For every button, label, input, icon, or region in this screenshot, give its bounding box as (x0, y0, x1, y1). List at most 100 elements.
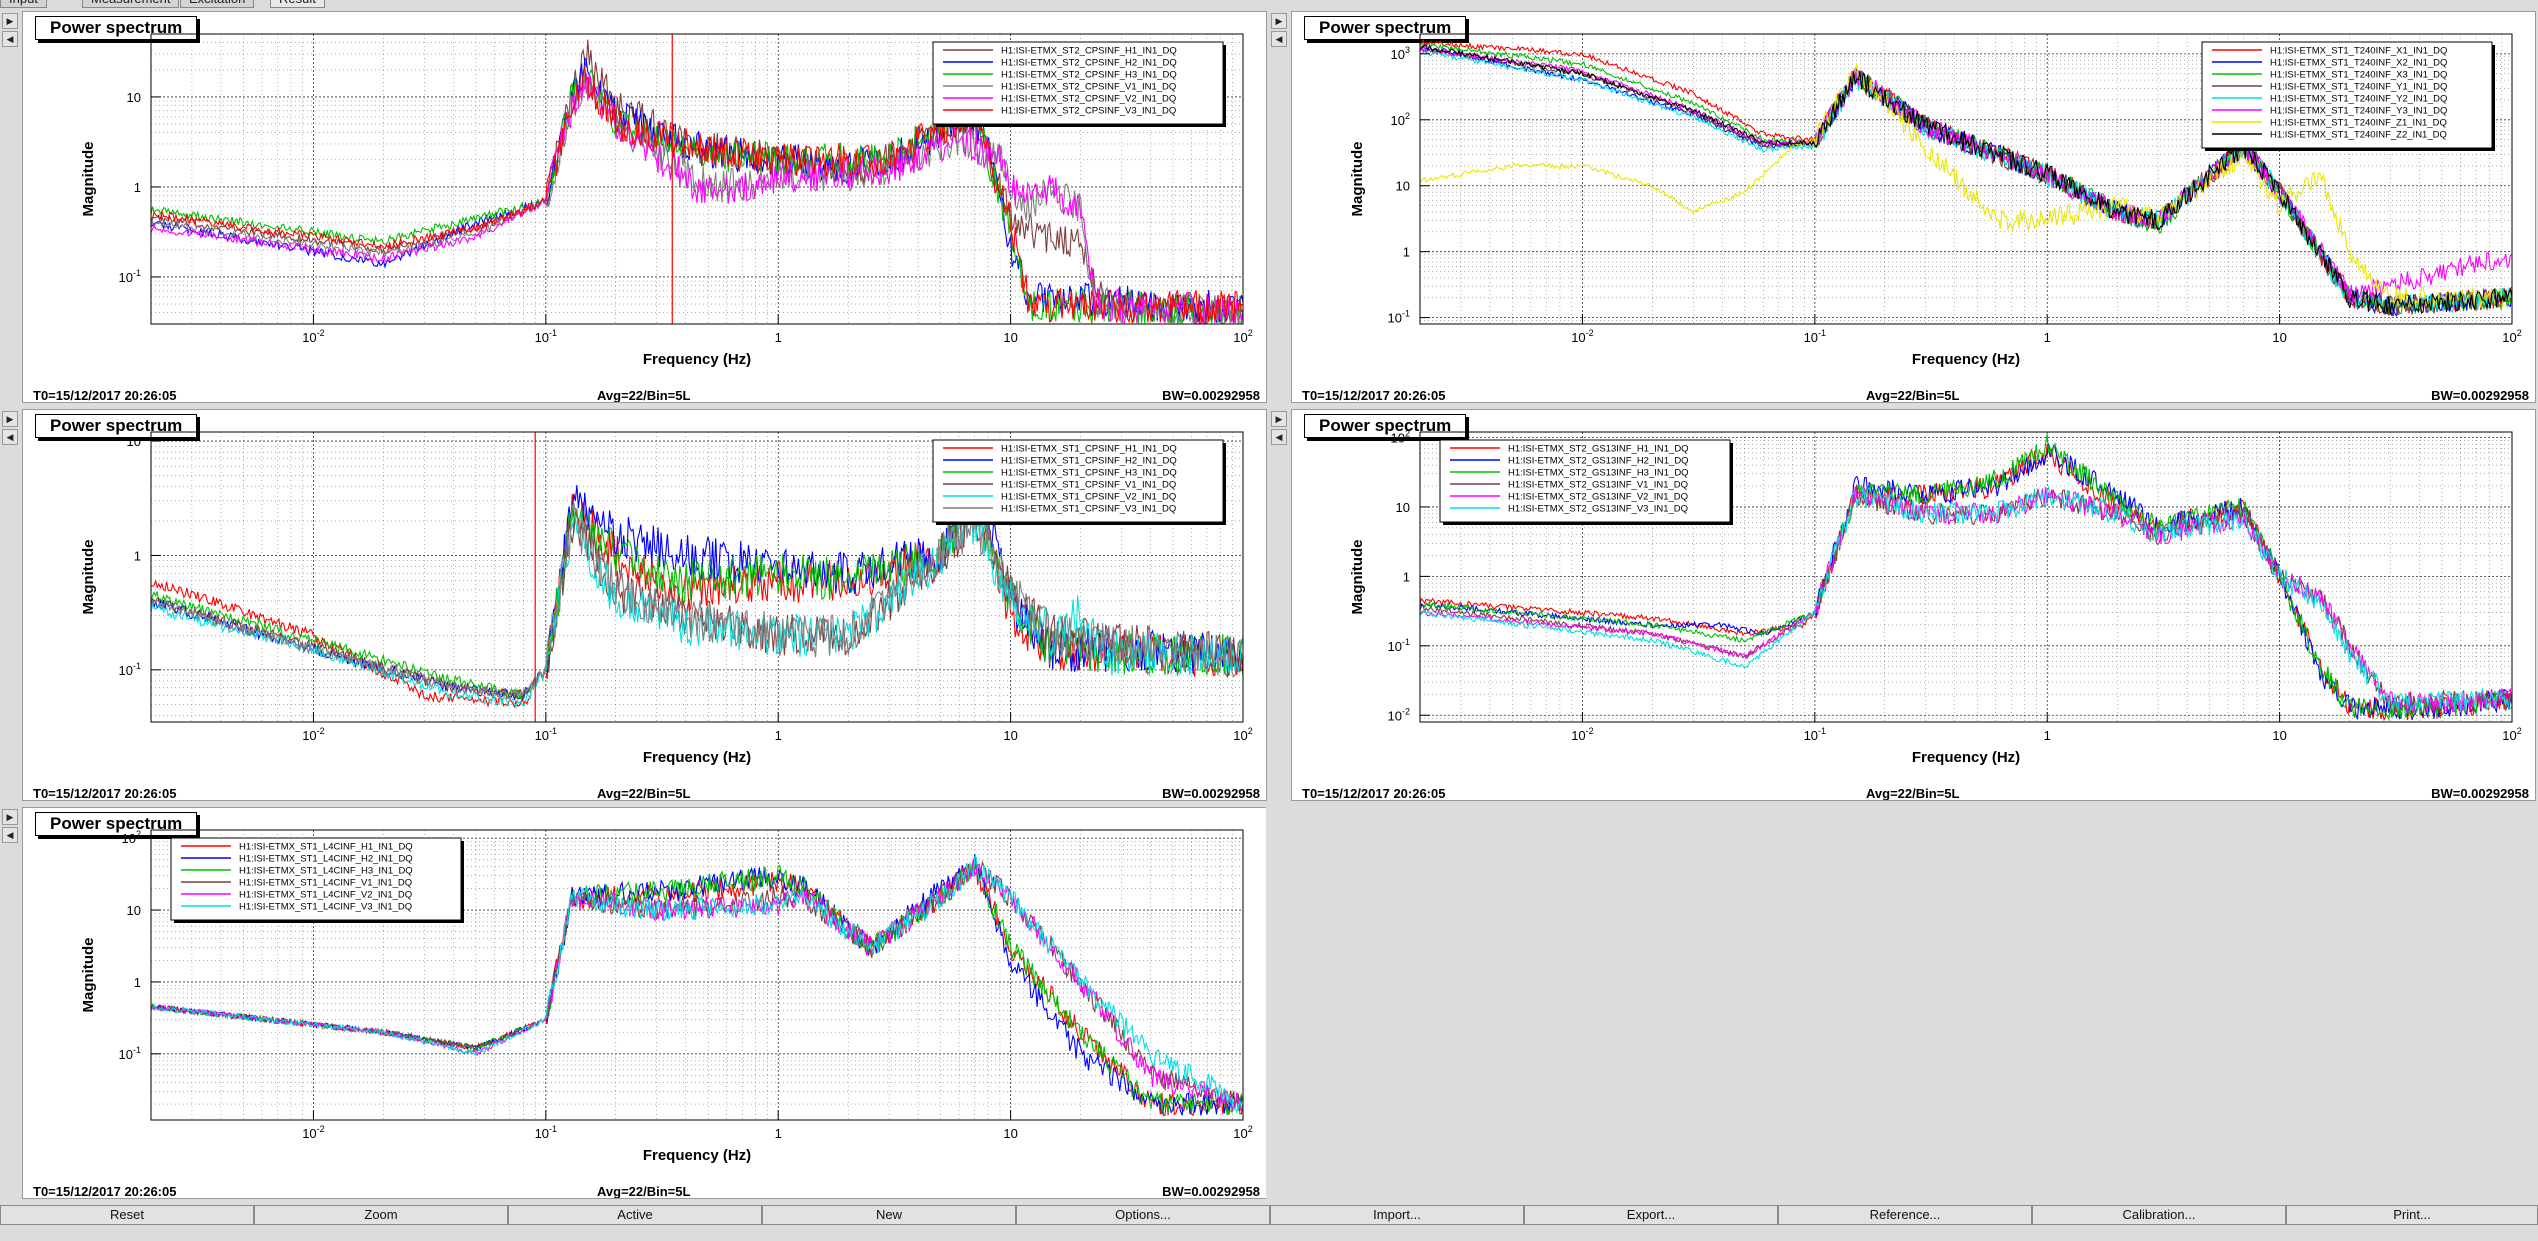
chart-plot[interactable]: 10-2 10-1 1 10 102 10-1 1 10 102 103 Frequency (Hz… (1292, 12, 2536, 403)
legend-entry: H1:ISI-ETMX_ST1_CPSINF_V1_IN1_DQ (1001, 480, 1176, 491)
x-tick-label: 10-2 (302, 726, 324, 743)
y-tick-label: 10-1 (1388, 309, 1410, 326)
panel-1-expand-button[interactable]: ▶ (2, 13, 18, 29)
legend-entry: H1:ISI-ETMX_ST1_T240INF_Z2_IN1_DQ (2270, 130, 2447, 141)
x-tick-label: 102 (1233, 328, 1252, 345)
x-tick-label: 10-1 (535, 726, 557, 743)
x-tick-label: 10 (1003, 1126, 1017, 1141)
footer-avg: Avg=22/Bin=5L (1866, 786, 1960, 801)
tab-input[interactable]: Input (0, 0, 47, 8)
legend-entry: H1:ISI-ETMX_ST2_GS13INF_H1_IN1_DQ (1508, 444, 1689, 455)
chart-plot[interactable]: 10-2 10-1 1 10 102 10-2 10-1 1 10 102 Frequency (H… (1292, 410, 2536, 801)
tab-excitation[interactable]: Excitation (180, 0, 255, 8)
legend-entry: H1:ISI-ETMX_ST2_CPSINF_V2_IN1_DQ (1001, 94, 1176, 105)
chart-plot[interactable]: 10-2 10-1 1 10 102 10-1 1 10 Frequency (Hz) Magni… (23, 12, 1267, 403)
y-tick-label: 1 (1403, 245, 1410, 260)
plot-frame (1419, 431, 2513, 723)
x-tick-label: 102 (1233, 726, 1252, 743)
footer-t0: T0=15/12/2017 20:26:05 (33, 1184, 177, 1199)
panel-5-collapse-button[interactable]: ◀ (2, 827, 18, 843)
reset-button[interactable]: Reset (0, 1205, 254, 1225)
plot-frame (150, 431, 1244, 723)
y-tick-label: 10 (127, 434, 141, 449)
panel-2-expand-button[interactable]: ▶ (1271, 13, 1287, 29)
footer-bw: BW=0.00292958 (1162, 1184, 1260, 1199)
y-tick-label: 1 (134, 975, 141, 990)
x-axis-label: Frequency (Hz) (1912, 351, 2020, 368)
series-line-5 (1419, 486, 2513, 714)
panel-5-expand-button[interactable]: ▶ (2, 809, 18, 825)
legend-entry: H1:ISI-ETMX_ST1_T240INF_Y2_IN1_DQ (2270, 94, 2447, 105)
power-spectrum-panel-st2-gs13[interactable]: Power spectrum 10-2 10-1 1 10 102 10-2 10-1 1 10… (1291, 409, 2536, 801)
x-tick-label: 10 (1003, 728, 1017, 743)
legend-entry: H1:ISI-ETMX_ST1_T240INF_X2_IN1_DQ (2270, 58, 2447, 69)
options-button[interactable]: Options... (1016, 1205, 1270, 1225)
new-button[interactable]: New (762, 1205, 1016, 1225)
x-tick-label: 1 (775, 728, 782, 743)
footer-avg: Avg=22/Bin=5L (597, 388, 691, 403)
series-line-7 (1419, 63, 2513, 309)
calibration-button[interactable]: Calibration... (2032, 1205, 2286, 1225)
chart-plot[interactable]: 10-2 10-1 1 10 102 10-1 1 10 102 Frequency (Hz) Ma… (23, 808, 1267, 1199)
footer-t0: T0=15/12/2017 20:26:05 (33, 786, 177, 801)
legend-entry: H1:ISI-ETMX_ST1_CPSINF_V2_IN1_DQ (1001, 492, 1176, 503)
legend-entry: H1:ISI-ETMX_ST2_GS13INF_V1_IN1_DQ (1508, 480, 1688, 491)
legend-entry: H1:ISI-ETMX_ST2_GS13INF_H3_IN1_DQ (1508, 468, 1689, 479)
x-tick-label: 1 (775, 330, 782, 345)
x-tick-label: 10-1 (1804, 726, 1826, 743)
legend-entry: H1:ISI-ETMX_ST1_T240INF_Z1_IN1_DQ (2270, 118, 2447, 129)
chart-plot[interactable]: 10-2 10-1 1 10 102 10-1 1 10 Frequency (Hz) Magni… (23, 410, 1267, 801)
x-axis-label: Frequency (Hz) (643, 1147, 751, 1164)
x-tick-label: 1 (775, 1126, 782, 1141)
panel-3-collapse-button[interactable]: ◀ (2, 429, 18, 445)
x-tick-label: 10 (2272, 330, 2286, 345)
panel-4-collapse-button[interactable]: ◀ (1271, 429, 1287, 445)
legend-entry: H1:ISI-ETMX_ST2_GS13INF_H2_IN1_DQ (1508, 456, 1689, 467)
legend[interactable]: H1:ISI-ETMX_ST1_CPSINF_H1_IN1_DQH1:ISI-E… (932, 439, 1226, 525)
reference-button[interactable]: Reference... (1778, 1205, 2032, 1225)
legend-entry: H1:ISI-ETMX_ST1_T240INF_Y1_IN1_DQ (2270, 82, 2447, 93)
power-spectrum-panel-st2-cps[interactable]: Power spectrum 10-2 10-1 1 10 102 10-1 1 10 Freq… (22, 11, 1267, 403)
x-axis-label: Frequency (Hz) (643, 749, 751, 766)
power-spectrum-panel-st1-t240[interactable]: Power spectrum 10-2 10-1 1 10 102 10-1 1 10 102 1… (1291, 11, 2536, 403)
y-axis-label: Magnitude (80, 540, 97, 615)
panel-title: Power spectrum (1304, 414, 1467, 438)
x-tick-label: 10-2 (1571, 726, 1593, 743)
tab-result[interactable]: Result (270, 0, 325, 8)
panel-2-collapse-button[interactable]: ◀ (1271, 31, 1287, 47)
legend[interactable]: H1:ISI-ETMX_ST2_CPSINF_H1_IN1_DQH1:ISI-E… (932, 41, 1226, 127)
legend-entry: H1:ISI-ETMX_ST2_CPSINF_V3_IN1_DQ (1001, 106, 1176, 117)
series-line-6 (1419, 485, 2513, 712)
y-tick-label: 10-1 (119, 661, 141, 678)
legend-entry: H1:ISI-ETMX_ST1_L4CINF_H3_IN1_DQ (239, 866, 413, 877)
y-tick-label: 10 (1396, 179, 1410, 194)
panel-1-collapse-button[interactable]: ◀ (2, 31, 18, 47)
legend-entry: H1:ISI-ETMX_ST2_CPSINF_H2_IN1_DQ (1001, 58, 1177, 69)
legend[interactable]: H1:ISI-ETMX_ST1_L4CINF_H1_IN1_DQH1:ISI-E… (170, 837, 464, 923)
y-axis-label: Magnitude (1349, 142, 1366, 217)
power-spectrum-panel-st1-l4c[interactable]: Power spectrum 10-2 10-1 1 10 102 10-1 1 10 102 F… (22, 807, 1267, 1199)
x-tick-label: 10-1 (535, 1124, 557, 1141)
x-tick-label: 10-2 (302, 1124, 324, 1141)
panel-title: Power spectrum (35, 812, 198, 836)
export-button[interactable]: Export... (1524, 1205, 1778, 1225)
x-tick-label: 102 (2502, 328, 2521, 345)
power-spectrum-panel-st1-cps[interactable]: Power spectrum 10-2 10-1 1 10 102 10-1 1 10 Freq… (22, 409, 1267, 801)
y-tick-label: 10 (1396, 500, 1410, 515)
legend[interactable]: H1:ISI-ETMX_ST2_GS13INF_H1_IN1_DQH1:ISI-… (1439, 439, 1733, 525)
active-button[interactable]: Active (508, 1205, 762, 1225)
legend[interactable]: H1:ISI-ETMX_ST1_T240INF_X1_IN1_DQH1:ISI-… (2201, 41, 2495, 151)
footer-t0: T0=15/12/2017 20:26:05 (1302, 388, 1446, 403)
panel-3-expand-button[interactable]: ▶ (2, 411, 18, 427)
tab-measurement[interactable]: Measurement (82, 0, 180, 8)
import-button[interactable]: Import... (1270, 1205, 1524, 1225)
print-button[interactable]: Print... (2286, 1205, 2538, 1225)
empty-plot-area (1266, 805, 2538, 1199)
zoom-button[interactable]: Zoom (254, 1205, 508, 1225)
legend-entry: H1:ISI-ETMX_ST1_L4CINF_V3_IN1_DQ (239, 902, 412, 913)
y-tick-label: 103 (1391, 45, 1410, 62)
panel-4-expand-button[interactable]: ▶ (1271, 411, 1287, 427)
x-tick-label: 10 (2272, 728, 2286, 743)
x-tick-label: 10-2 (302, 328, 324, 345)
y-tick-label: 102 (1391, 428, 1410, 445)
